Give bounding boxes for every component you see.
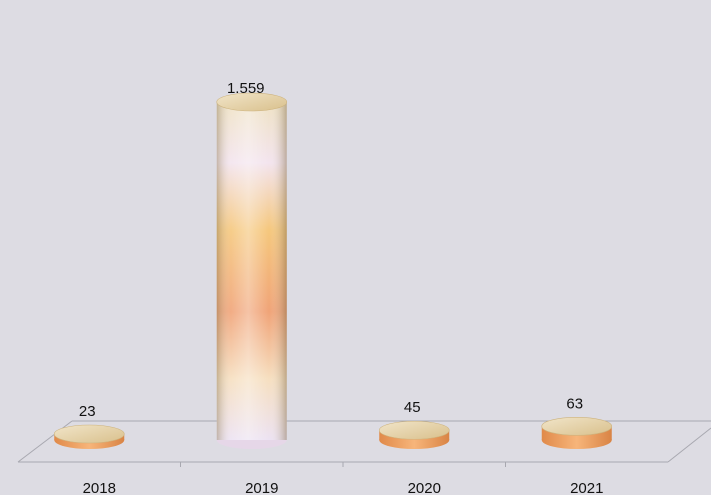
x-tick-label-2018: 2018: [83, 480, 116, 495]
floor-right-edge: [667, 427, 711, 463]
value-labels: 23 1.559 45 63: [79, 80, 583, 420]
bar-shading: [216, 102, 287, 440]
bar-2019: [216, 92, 288, 449]
bar-top: [378, 420, 450, 440]
data-label-2021: 63: [566, 395, 583, 412]
x-tick-label-2019: 2019: [245, 480, 278, 495]
x-tick-label-2020: 2020: [408, 480, 441, 495]
data-label-2018: 23: [79, 403, 96, 420]
data-label-2019: 1.559: [227, 80, 265, 97]
x-axis-ticks: [180, 462, 506, 467]
bar-top: [53, 424, 125, 444]
x-axis-tick-labels: 2018 2019 2020 2021: [83, 480, 604, 495]
bar-2020: [378, 420, 450, 449]
bar-top: [541, 417, 613, 436]
bar-2021: [541, 417, 613, 449]
data-label-2020: 45: [404, 399, 421, 416]
bars-group: [53, 92, 613, 449]
bar-2018: [53, 424, 125, 449]
x-tick-label-2021: 2021: [570, 480, 603, 495]
bar-top: [216, 92, 288, 112]
